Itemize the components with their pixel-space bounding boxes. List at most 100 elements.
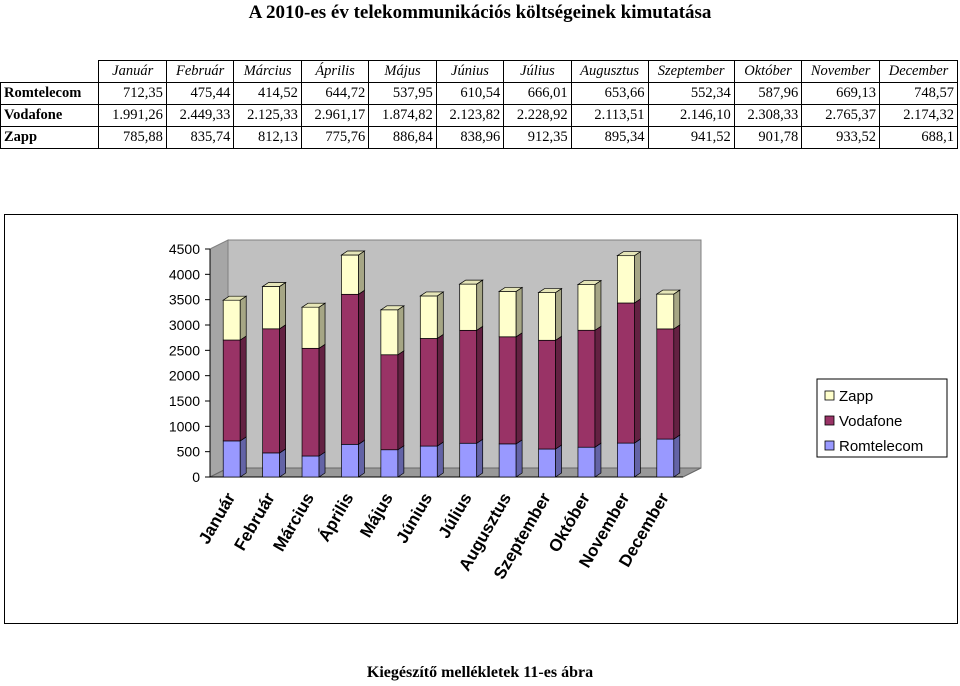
bar-segment-vodafone	[222, 339, 241, 442]
table-cell: 666,01	[503, 82, 572, 105]
bar-segment-romtelecom	[419, 445, 438, 478]
y-tick-label: 4000	[169, 266, 200, 282]
bar-segment-vodafone	[380, 354, 399, 451]
x-tick-label: Július	[435, 490, 476, 542]
table-cell: 785,88	[98, 126, 167, 149]
bar-segment-zapp	[498, 291, 517, 338]
table-cell: 775,76	[300, 126, 370, 149]
table-cell: 2.123,82	[435, 104, 505, 127]
table-cell: 912,35	[503, 126, 572, 149]
table-row: Romtelecom 712,35 475,44 414,52 644,72 5…	[0, 82, 958, 105]
month-header: Szeptember	[647, 60, 735, 83]
bar-side-romtelecom	[397, 445, 405, 478]
table-cell: 475,44	[165, 82, 235, 105]
bar-side-romtelecom	[555, 444, 562, 478]
bar-segment-zapp	[301, 306, 320, 349]
table-row: Zapp 785,88 835,74 812,13 775,76 886,84 …	[0, 126, 958, 149]
bar-segment-vodafone	[538, 339, 556, 450]
bar-side-vodafone	[555, 335, 562, 450]
table-cell: 414,52	[233, 82, 302, 105]
bar-segment-zapp	[459, 283, 478, 331]
table-cell: 2.174,32	[879, 104, 958, 127]
table-cell: 835,74	[165, 126, 235, 149]
bar-segment-vodafone	[459, 329, 478, 444]
table-cell: 933,52	[801, 126, 881, 149]
x-tick-label: Június	[392, 490, 436, 547]
month-header: Március	[233, 60, 302, 83]
table-cell: 2.308,33	[733, 104, 803, 127]
stacked-bar-chart: 050010001500200025003000350040004500Janu…	[169, 239, 948, 582]
chart-frame: 0 500 1000 1500 2000 2500 3000 3500 4000 4500 Janu…	[4, 214, 958, 624]
bar-side-romtelecom	[515, 439, 523, 478]
y-tick-label: 1000	[169, 418, 200, 434]
bar-segment-zapp	[222, 299, 241, 341]
legend-box	[816, 378, 948, 458]
legend-label: Romtelecom	[839, 438, 923, 455]
bar-side-vodafone	[397, 350, 405, 451]
row-name: Vodafone	[0, 104, 100, 127]
bar-segment-vodafone	[262, 328, 280, 454]
table-cell: 2.449,33	[165, 104, 235, 127]
bar-segment-zapp	[419, 295, 438, 339]
bar-top-zapp	[340, 250, 366, 256]
bar-side-vodafone	[358, 289, 365, 445]
month-header: Május	[368, 60, 437, 83]
bar-segment-zapp	[341, 254, 359, 295]
y-tick-label: 1500	[169, 393, 200, 409]
bar-segment-zapp	[656, 293, 675, 330]
y-tick-label: 3000	[169, 317, 200, 333]
bar-side-vodafone	[476, 325, 484, 444]
y-tick-label: 0	[192, 469, 200, 485]
bar-side-zapp	[318, 302, 326, 349]
bar-segment-zapp	[577, 284, 596, 331]
figure-caption: Kiegészítő mellékletek 11-es ábra	[366, 664, 594, 681]
table-row: Vodafone 1.991,26 2.449,33 2.125,33 2.96…	[0, 104, 958, 127]
table-cell: 901,78	[733, 126, 803, 149]
bar-segment-vodafone	[301, 347, 320, 457]
y-tick-label: 500	[177, 444, 201, 460]
bar-side-zapp	[673, 289, 681, 330]
bar-side-vodafone	[436, 333, 444, 447]
legend-label: Zapp	[839, 388, 873, 405]
bar-segment-romtelecom	[459, 442, 478, 478]
month-header: Augusztus	[570, 60, 649, 83]
bar-side-zapp	[279, 281, 286, 330]
bar-segment-romtelecom	[222, 440, 241, 478]
bar-segment-vodafone	[498, 336, 517, 445]
bar-side-vodafone	[515, 332, 523, 445]
bar-segment-romtelecom	[341, 443, 359, 478]
month-header: Július	[503, 60, 572, 83]
table-cell: 669,13	[801, 82, 881, 105]
table-cell: 838,96	[435, 126, 505, 149]
bar-segment-zapp	[380, 309, 399, 356]
month-header: Április	[300, 60, 370, 83]
bar-top-zapp	[458, 279, 484, 285]
table-cell: 748,57	[879, 82, 958, 105]
table-cell: 886,84	[368, 126, 437, 149]
table-cell: 653,66	[570, 82, 649, 105]
month-header: December	[879, 60, 958, 83]
bar-top-zapp	[576, 280, 603, 285]
legend-swatch	[824, 415, 835, 426]
cost-table: Január Február Március Április Május Jún…	[0, 60, 958, 149]
month-header: Június	[435, 60, 505, 83]
row-name: Romtelecom	[0, 82, 100, 105]
table-cell: 537,95	[368, 82, 437, 105]
y-tick-label: 2000	[169, 368, 200, 384]
bar-segment-romtelecom	[498, 443, 517, 478]
bar-top-zapp	[261, 282, 287, 287]
bar-top-zapp	[379, 305, 406, 311]
table-cell: 2.146,10	[647, 104, 735, 127]
table-cell: 941,52	[647, 126, 735, 149]
legend-label: Vodafone	[839, 413, 902, 430]
bar-side-romtelecom	[279, 448, 286, 478]
y-tick-label: 2500	[169, 342, 200, 358]
table-cell: 1.874,82	[368, 104, 437, 127]
month-header: November	[801, 60, 881, 83]
table-cell: 2.228,92	[503, 104, 572, 127]
bar-segment-zapp	[617, 255, 635, 304]
x-tick-label: Május	[356, 490, 397, 541]
bar-segment-romtelecom	[262, 452, 280, 478]
table-cell: 1.991,26	[98, 104, 167, 127]
bar-side-romtelecom	[634, 438, 641, 478]
